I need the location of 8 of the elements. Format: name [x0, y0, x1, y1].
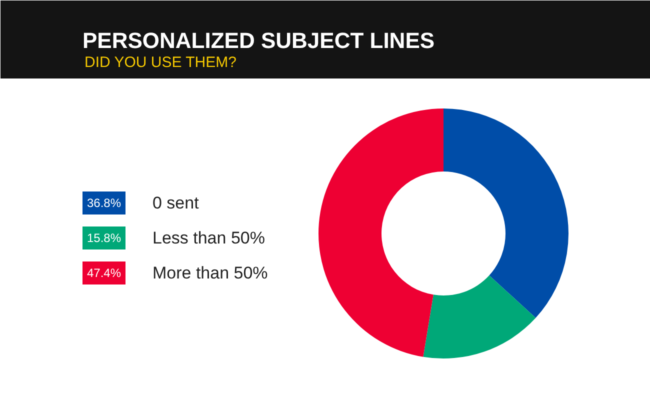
- legend-label: 0 sent: [152, 194, 200, 212]
- data-label: 47.4%: [86, 266, 122, 280]
- legend-label: Less than 50%: [152, 228, 265, 248]
- data-label: 36.8%: [86, 196, 122, 210]
- chart-subtitle: DID YOU USE THEM?: [84, 54, 236, 71]
- legend-label: More than 50%: [152, 264, 268, 282]
- data-label: 15.8%: [86, 231, 122, 245]
- chart-title: PERSONALIZED SUBJECT LINES: [82, 28, 435, 53]
